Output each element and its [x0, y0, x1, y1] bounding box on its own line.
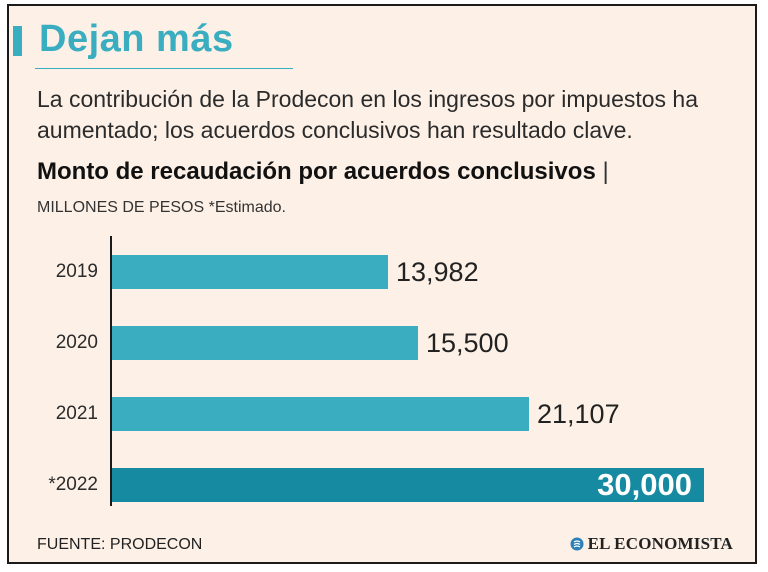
- page-title: Dejan más: [39, 18, 234, 60]
- bar-2022: [112, 468, 704, 502]
- chart-title: Monto de recaudación por acuerdos conclu…: [37, 158, 609, 186]
- value-label: 21,107: [537, 399, 620, 429]
- chart-axis-line: [110, 236, 112, 506]
- brand-name: EL ECONOMISTA: [587, 534, 733, 553]
- value-label: 15,500: [426, 328, 509, 358]
- category-label: 2019: [55, 261, 98, 282]
- source-note: FUENTE: PRODECON: [37, 536, 203, 553]
- infographic-card: Dejan más La contribución de la Prodecon…: [7, 4, 757, 564]
- category-label: *2022: [48, 474, 98, 495]
- el-economista-logo-icon: [570, 537, 584, 551]
- category-label: 2020: [55, 332, 98, 353]
- bar-2019: [112, 255, 388, 289]
- title-underline: [35, 68, 293, 69]
- value-label: 30,000: [597, 467, 692, 502]
- bar-2020: [112, 326, 418, 360]
- chart-units-note: MILLONES DE PESOS *Estimado.: [37, 199, 286, 216]
- chart-title-separator: |: [602, 158, 609, 185]
- title-accent-bar: [13, 26, 22, 56]
- subtitle: La contribución de la Prodecon en los in…: [37, 86, 699, 143]
- value-label: 13,982: [396, 257, 479, 287]
- brand-logo: EL ECONOMISTA: [570, 534, 733, 554]
- bar-2021: [112, 397, 529, 431]
- chart-title-text: Monto de recaudación por acuerdos conclu…: [37, 158, 596, 185]
- category-label: 2021: [55, 403, 98, 424]
